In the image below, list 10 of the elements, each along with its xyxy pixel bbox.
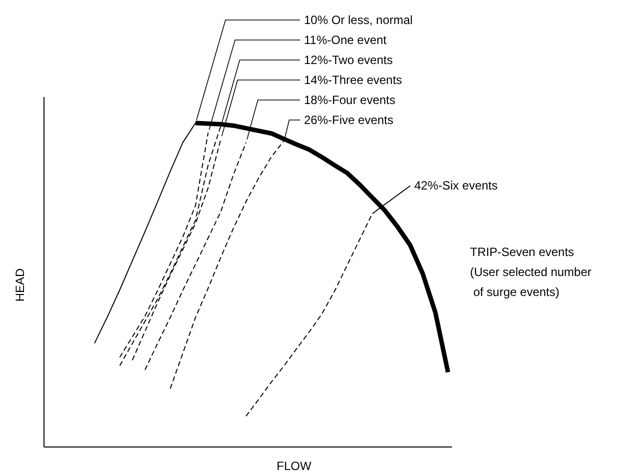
text: 12%-Two events xyxy=(304,53,393,67)
y-axis-title: HEAD xyxy=(13,268,27,302)
x-axis-title: FLOW xyxy=(276,459,312,473)
text: 26%-Five events xyxy=(304,113,394,127)
text: 11%-One event xyxy=(304,33,388,47)
text: 14%-Three events xyxy=(304,73,402,87)
text: TRIP-Seven events (User selected number of surge events) xyxy=(470,245,592,299)
text: 10% Or less, normal xyxy=(304,13,413,27)
text: 42%-Six events xyxy=(414,178,498,193)
text: 18%-Four events xyxy=(304,93,396,107)
